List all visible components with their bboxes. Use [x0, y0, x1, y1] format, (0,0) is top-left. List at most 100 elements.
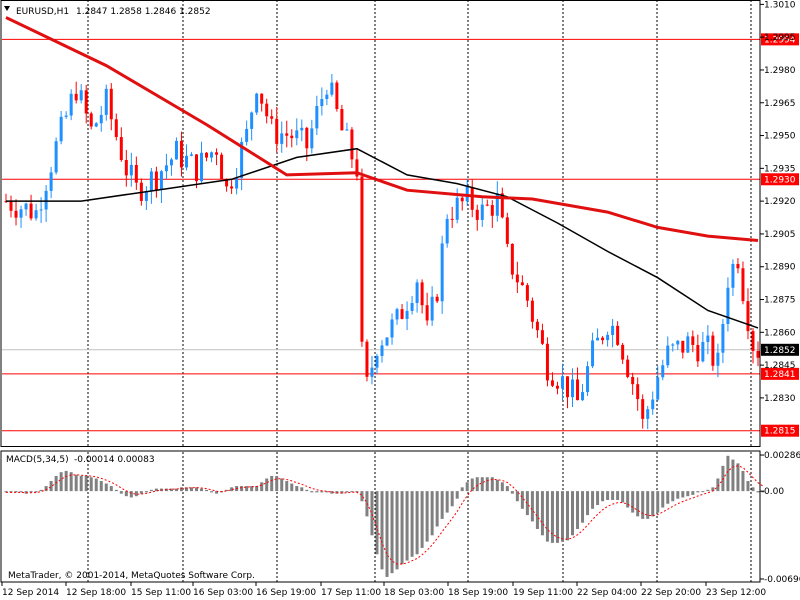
candle-body — [205, 152, 209, 158]
candle-body — [380, 345, 384, 356]
price-tick-label: 1.2890 — [764, 263, 796, 273]
candle-body — [250, 112, 254, 129]
macd-bar — [104, 483, 108, 492]
candle — [235, 168, 239, 195]
candle-body — [450, 218, 454, 220]
candle — [485, 199, 489, 207]
candle — [169, 157, 173, 176]
time-tick-label: 12 Sep 18:00 — [66, 588, 126, 598]
candle-body — [520, 282, 524, 286]
candle — [721, 318, 725, 364]
macd-bar — [581, 491, 585, 523]
candle-body — [159, 171, 163, 190]
candle — [99, 105, 103, 132]
macd-bar — [651, 491, 655, 517]
candle — [265, 98, 269, 124]
macd-bar — [475, 477, 479, 492]
macd-bar — [385, 491, 389, 577]
candle — [470, 179, 474, 218]
candle — [495, 181, 499, 222]
candle — [315, 95, 319, 135]
macd-bar — [69, 472, 73, 492]
macd-bar — [666, 491, 670, 504]
macd-bar — [330, 491, 334, 494]
macd-bar — [435, 491, 439, 527]
candle-body — [49, 172, 53, 191]
candle-body — [19, 209, 23, 218]
candle-body — [119, 137, 123, 161]
macd-bar — [290, 483, 294, 492]
candle — [380, 340, 384, 363]
candle-body — [621, 344, 625, 360]
candle-body — [315, 106, 319, 129]
candle-body — [24, 203, 28, 210]
macd-bar — [109, 486, 113, 492]
macd-bar — [616, 491, 620, 500]
candle-body — [109, 88, 113, 120]
macd-bar — [29, 491, 33, 493]
candle — [611, 318, 615, 348]
horizontal-levels[interactable]: 1.2994 1.2930 1.2841 1.2815 1.2852 — [2, 33, 799, 437]
candle — [691, 330, 695, 353]
candle-body — [415, 282, 419, 304]
moving-averages — [5, 16, 759, 329]
time-tick-label: 18 Sep 03:00 — [384, 588, 444, 598]
price-tick-label: 1.2995 — [764, 33, 796, 43]
candle — [290, 129, 294, 148]
macd-bar — [174, 488, 178, 492]
candle — [701, 331, 705, 363]
candle — [641, 394, 645, 429]
candle — [706, 325, 710, 355]
macd-bar — [370, 491, 374, 536]
candle — [159, 170, 163, 203]
macd-bar — [641, 491, 645, 519]
macd-bar — [445, 491, 449, 513]
candle — [686, 332, 690, 353]
candle-body — [495, 193, 499, 216]
macd-bar — [59, 472, 63, 492]
macd-bar — [661, 491, 665, 508]
candle — [340, 104, 344, 131]
macd-bar — [606, 491, 610, 500]
candle — [560, 363, 564, 401]
candle-body — [756, 350, 760, 358]
candle — [295, 118, 299, 146]
candle-body — [641, 399, 645, 419]
candle — [385, 337, 389, 347]
candle-body — [74, 93, 78, 101]
candle-body — [144, 191, 148, 201]
candle-body — [596, 337, 600, 341]
time-tick-label: 18 Sep 19:00 — [448, 588, 508, 598]
candle — [591, 332, 595, 369]
candle — [390, 313, 394, 345]
macd-bar — [380, 491, 384, 570]
candle — [430, 286, 434, 326]
candle — [711, 331, 715, 371]
candle — [530, 297, 534, 329]
candle — [210, 151, 214, 163]
candle — [415, 279, 419, 313]
moving-average-black — [6, 147, 759, 329]
macd-bar — [315, 491, 319, 493]
level-price-tag — [761, 367, 799, 380]
macd-bar — [525, 491, 529, 516]
candle-body — [445, 218, 449, 244]
candle-body — [555, 385, 559, 389]
macd-bar — [656, 491, 660, 513]
time-tick-label: 23 Sep 12:00 — [706, 588, 766, 598]
level-price-label: 1.2994 — [764, 35, 796, 45]
candle-body — [565, 376, 569, 398]
triangle-down-icon[interactable] — [4, 6, 10, 11]
candle-body — [365, 341, 369, 377]
macd-bar — [726, 455, 730, 492]
macd-bar — [124, 491, 128, 497]
macd-bar — [500, 482, 504, 492]
macd-bar — [415, 491, 419, 555]
level-price-tag — [761, 33, 799, 46]
macd-bar — [169, 488, 173, 492]
candle-body — [716, 352, 720, 366]
candle — [550, 372, 554, 388]
macd-bar — [49, 481, 53, 492]
candle — [74, 81, 78, 104]
